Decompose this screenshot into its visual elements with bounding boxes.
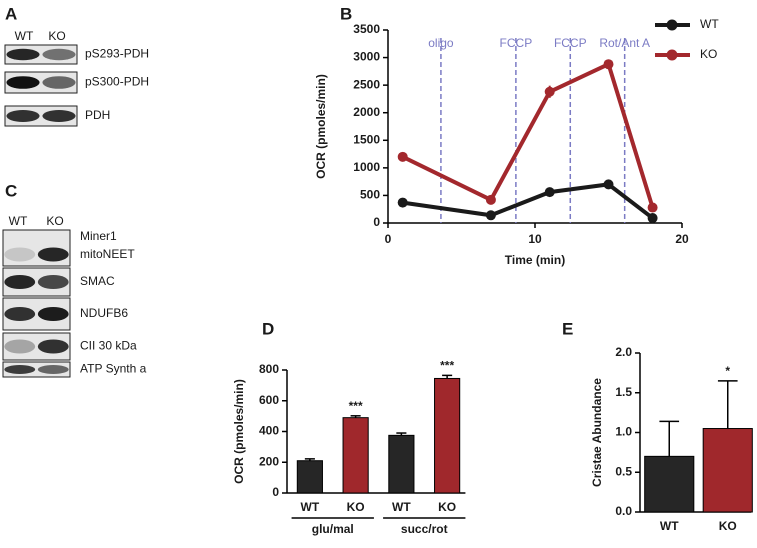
significance: *** [349,399,363,413]
y-tick-label: 2500 [353,77,380,91]
blot-label: pS293-PDH [85,47,149,61]
x-axis-title: Time (min) [505,253,565,267]
x-tick-label: WT [301,500,320,514]
y-tick-label: 600 [259,393,279,407]
x-tick-label: 10 [528,232,542,246]
blot-label: PDH [85,108,110,122]
x-tick-label: KO [347,500,365,514]
bar [296,460,323,494]
panel-letter: B [340,4,352,23]
data-point [603,179,614,190]
blot-band [42,48,76,61]
blot-band [4,307,36,321]
x-tick-label: WT [660,519,679,533]
data-point [397,197,408,208]
y-tick-label: 2000 [353,105,380,119]
blot-label: SMAC [80,274,115,288]
group-label: glu/mal [312,522,354,536]
data-point [647,213,658,224]
y-tick-label: 2.0 [615,345,632,359]
blot-band [37,275,69,289]
data-point [397,151,408,162]
protocol-label: Rot/Ant A [599,36,650,50]
y-tick-label: 3000 [353,50,380,64]
blot-label: pS300-PDH [85,75,149,89]
lane-label: WT [9,214,28,228]
x-tick-label: KO [719,519,737,533]
blot-band [37,365,69,374]
data-point [485,210,496,221]
blot-label: Miner1 [80,229,117,243]
blot-label: mitoNEET [80,247,135,261]
y-tick-label: 1000 [353,160,380,174]
group-label: succ/rot [401,522,448,536]
y-tick-label: 800 [259,362,279,376]
x-tick-label: 20 [675,232,689,246]
blot-band [37,247,69,262]
blot-band [4,365,36,374]
bar [644,455,695,513]
y-tick-label: 500 [360,188,380,202]
bar [342,417,369,494]
significance: *** [440,359,454,373]
legend-marker [666,19,678,31]
blot-label: NDUFB6 [80,306,128,320]
y-tick-label: 3500 [353,22,380,36]
y-tick-label: 0 [272,485,279,499]
data-point [544,187,555,198]
x-tick-label: WT [392,500,411,514]
y-tick-label: 0.5 [615,464,632,478]
legend-label: WT [700,17,719,31]
lane-label: KO [46,214,63,228]
panel-letter: A [5,4,17,23]
lane-label: WT [15,29,34,43]
y-tick-label: 1.0 [615,425,632,439]
data-point [485,194,496,205]
panel-letter: D [262,319,274,338]
y-tick-label: 0.0 [615,504,632,518]
y-axis-title: OCR (pmoles/min) [232,379,246,484]
significance: * [725,364,730,378]
blot-band [6,110,40,122]
blot-band [37,307,69,321]
legend-label: KO [700,47,717,61]
bar [388,434,415,494]
data-point [544,86,555,97]
blot-label: ATP Synth a [80,362,147,376]
blot-band [37,339,69,354]
blot-band [4,247,36,262]
y-axis-title: Cristae Abundance [590,378,604,487]
x-tick-label: 0 [385,232,392,246]
data-point [647,202,658,213]
y-tick-label: 400 [259,424,279,438]
bar [702,428,753,513]
blot-band [4,339,36,354]
protocol-label: FCCP [554,36,587,50]
protocol-label: FCCP [500,36,533,50]
y-axis-title: OCR (pmoles/min) [314,74,328,179]
blot-band [42,110,76,122]
blot-band [6,48,40,61]
data-point [603,59,614,70]
blot-band [42,76,76,89]
y-tick-label: 1.5 [615,385,632,399]
bar [434,377,461,494]
panel-letter: E [562,319,573,338]
legend-marker [666,49,678,61]
x-tick-label: KO [438,500,456,514]
blot-band [4,275,36,289]
blot-label: CII 30 kDa [80,339,137,353]
protocol-label: oligo [428,36,454,50]
blot-band [6,76,40,89]
y-tick-label: 200 [259,454,279,468]
lane-label: KO [48,29,65,43]
y-tick-label: 1500 [353,132,380,146]
panel-letter: C [5,181,17,200]
y-tick-label: 0 [373,215,380,229]
